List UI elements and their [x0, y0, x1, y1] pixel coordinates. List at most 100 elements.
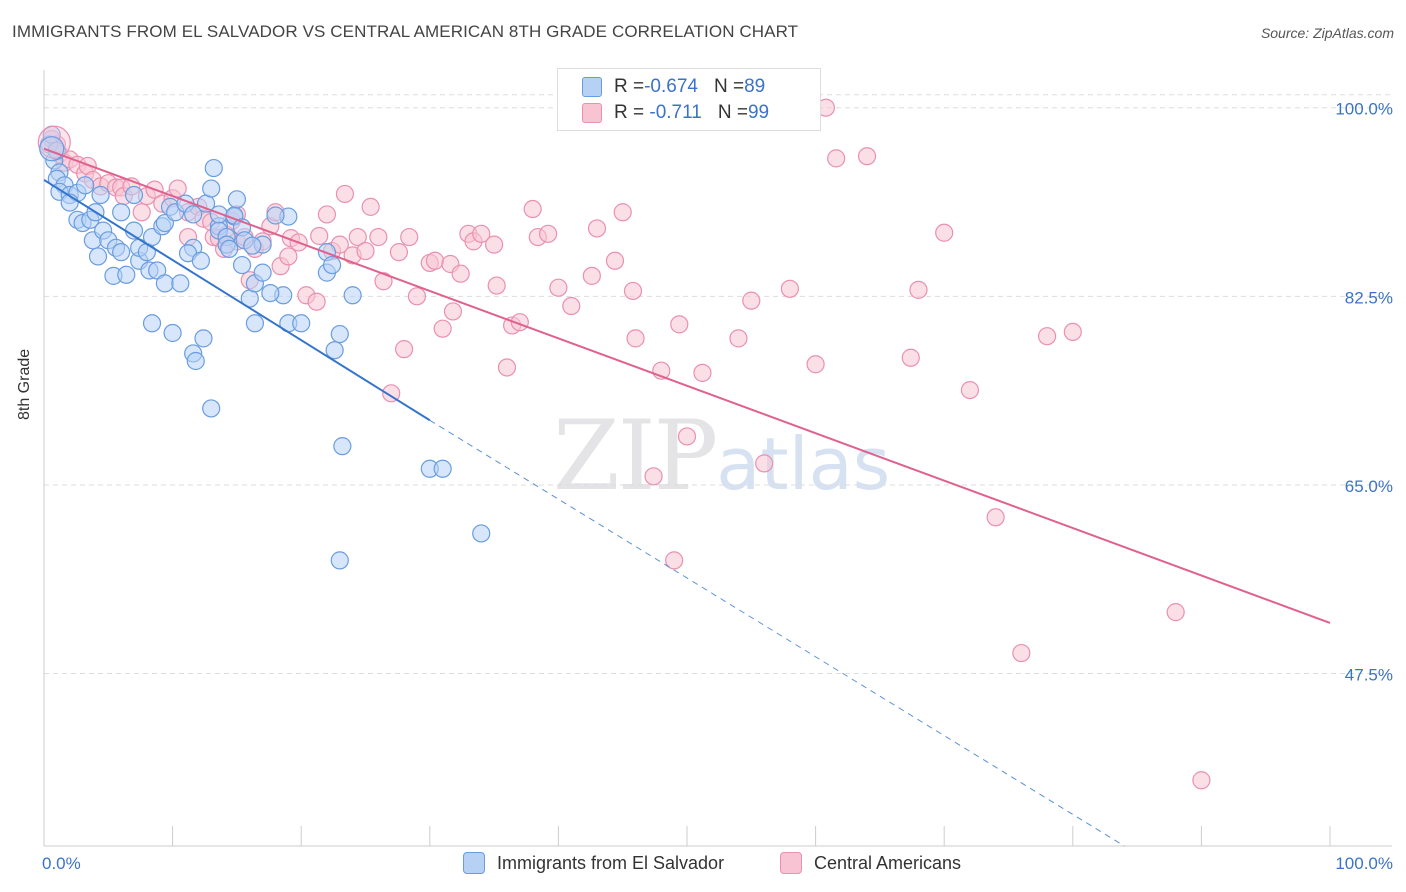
el-salvador-point — [330, 551, 349, 570]
r-label: R = — [614, 102, 645, 123]
legend-row-pink: R = -0.711 N = 99 — [582, 101, 769, 125]
el-salvador-point — [163, 323, 182, 343]
central-americans-point — [562, 296, 581, 316]
central-americans-point — [132, 203, 151, 222]
central-americans-point — [356, 241, 375, 261]
central-americans-point — [382, 384, 401, 403]
y-tick-label: 100.0% — [1335, 100, 1393, 119]
central-americans-point — [369, 227, 388, 247]
blue-swatch — [463, 852, 485, 874]
central-americans-point — [1063, 322, 1082, 341]
central-americans-point — [582, 266, 601, 285]
el-salvador-point — [124, 185, 144, 205]
correlation-legend: R = -0.674 N = 89 R = -0.711 N = 99 — [557, 68, 821, 131]
n-value-pink: 99 — [747, 102, 770, 123]
series-legend: Immigrants from El Salvador Central Amer… — [0, 852, 1406, 878]
el-salvador-point — [202, 399, 221, 418]
central-americans-point — [443, 302, 463, 321]
el-salvador-point — [112, 243, 131, 262]
central-americans-point — [677, 427, 697, 446]
r-value-pink: -0.711 — [644, 102, 702, 123]
central-americans-point — [549, 278, 568, 297]
x-tick-label: 0.0% — [42, 854, 81, 873]
central-americans-point — [374, 272, 393, 291]
el-salvador-point — [433, 459, 452, 478]
central-americans-point — [780, 279, 799, 298]
central-americans-point — [1166, 603, 1185, 622]
central-americans-point — [755, 454, 774, 473]
el-salvador-trendline — [43, 179, 431, 422]
central-americans-point — [168, 179, 187, 198]
el-salvador-point — [266, 206, 285, 225]
n-label: N = — [713, 76, 745, 97]
legend-item-central-americans: Central Americans — [780, 852, 961, 874]
el-salvador-point — [333, 437, 352, 456]
el-salvador-point — [202, 179, 221, 198]
central-americans-point — [317, 205, 337, 224]
el-salvador-point — [227, 190, 246, 209]
central-americans-point — [335, 184, 355, 204]
central-americans-point — [472, 224, 491, 243]
central-americans-point — [1012, 643, 1031, 663]
el-salvador-point — [155, 274, 174, 293]
x-tick-label: 100.0% — [1335, 854, 1393, 873]
central-americans-point — [497, 358, 517, 377]
n-value-blue: 89 — [744, 76, 766, 97]
central-americans-point — [307, 292, 326, 311]
central-americans-point — [407, 287, 427, 306]
central-americans-point — [613, 203, 632, 222]
legend-item-el-salvador: Immigrants from El Salvador — [463, 852, 724, 874]
el-salvador-point — [232, 255, 252, 275]
chart-title: IMMIGRANTS FROM EL SALVADOR VS CENTRAL A… — [12, 22, 799, 41]
el-salvador-point — [142, 314, 162, 333]
el-salvador-point — [76, 176, 95, 195]
central-americans-point — [986, 508, 1005, 527]
central-americans-point — [389, 243, 409, 262]
el-salvador-point — [245, 314, 265, 333]
central-americans-point — [425, 251, 445, 270]
y-tick-label: 65.0% — [1345, 477, 1393, 496]
el-salvador-point — [117, 265, 136, 284]
central-americans-point — [348, 227, 367, 247]
central-americans-point — [693, 363, 712, 382]
central-americans-point — [665, 551, 684, 570]
central-americans-point — [433, 319, 452, 338]
legend-row-blue: R = -0.674 N = 89 — [582, 75, 765, 99]
el-salvador-point — [184, 205, 203, 224]
central-americans-point — [729, 329, 748, 348]
el-salvador-point — [343, 286, 362, 305]
legend-label-el-salvador: Immigrants from El Salvador — [497, 852, 725, 873]
central-americans-point — [1037, 327, 1057, 346]
watermark-atlas: atlas — [716, 422, 891, 506]
central-americans-point — [909, 280, 928, 299]
central-americans-point — [901, 348, 920, 367]
el-salvador-point — [472, 524, 491, 543]
el-salvador-point — [253, 263, 272, 282]
el-salvador-point — [191, 251, 210, 270]
central-americans-point — [644, 467, 663, 486]
el-salvador-trendline-extension — [429, 419, 1125, 847]
el-salvador-point — [39, 136, 65, 162]
el-salvador-point — [186, 351, 205, 371]
r-label: R = — [614, 76, 645, 97]
watermark-zip: ZIP — [553, 400, 718, 512]
el-salvador-point — [137, 243, 156, 262]
el-salvador-point — [325, 341, 344, 360]
el-salvador-point — [88, 247, 108, 266]
central-americans-point — [806, 355, 825, 374]
el-salvador-point — [330, 324, 349, 344]
el-salvador-point — [243, 236, 262, 255]
central-americans-point — [523, 199, 542, 219]
source-label: Source: ZipAtlas.com — [1260, 25, 1394, 41]
n-label: N = — [717, 102, 748, 123]
central-americans-point — [670, 315, 689, 334]
central-americans-point — [279, 247, 298, 266]
pink-swatch — [780, 852, 802, 874]
central-americans-point — [539, 224, 558, 243]
central-americans-point — [485, 235, 504, 254]
el-salvador-point — [292, 314, 311, 333]
central-americans-point — [960, 381, 980, 400]
r-value-blue: -0.674 — [644, 76, 698, 97]
central-americans-point — [361, 197, 380, 216]
